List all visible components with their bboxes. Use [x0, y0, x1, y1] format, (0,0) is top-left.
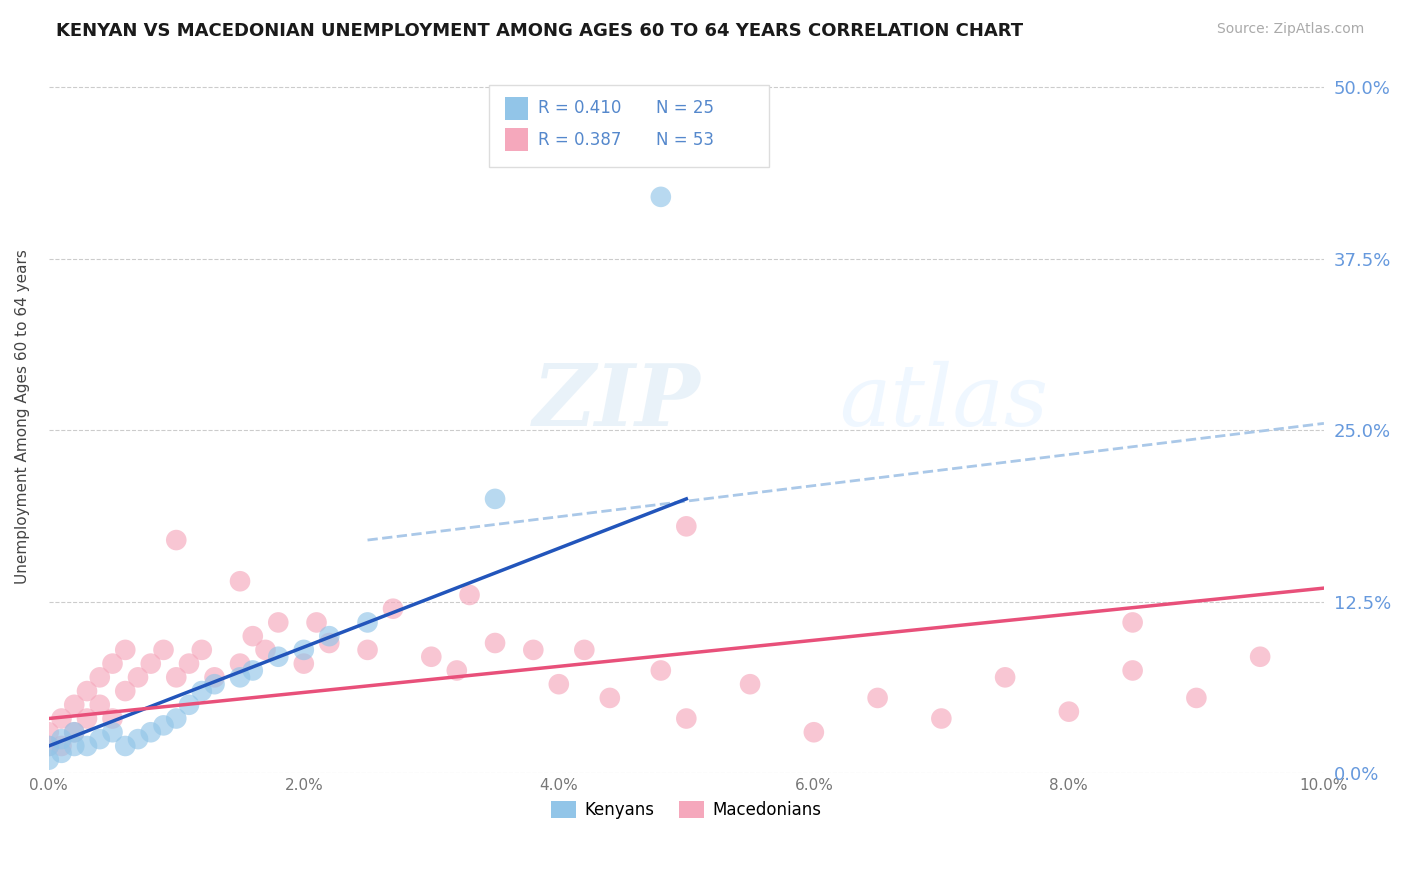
Point	[292, 657, 315, 671]
Point	[89, 670, 111, 684]
Point	[204, 670, 226, 684]
Legend: Kenyans, Macedonians: Kenyans, Macedonians	[544, 794, 828, 826]
Point	[1249, 649, 1271, 664]
Point	[599, 690, 621, 705]
Text: ZIP: ZIP	[533, 360, 702, 444]
Point	[229, 574, 252, 589]
Point	[1185, 690, 1208, 705]
Text: KENYAN VS MACEDONIAN UNEMPLOYMENT AMONG AGES 60 TO 64 YEARS CORRELATION CHART: KENYAN VS MACEDONIAN UNEMPLOYMENT AMONG …	[56, 22, 1024, 40]
Point	[994, 670, 1017, 684]
Point	[127, 732, 149, 747]
Point	[1122, 664, 1144, 678]
Point	[191, 643, 214, 657]
Point	[574, 643, 596, 657]
Point	[484, 636, 506, 650]
Point	[292, 643, 315, 657]
Point	[267, 649, 290, 664]
Point	[1122, 615, 1144, 630]
Point	[38, 753, 60, 767]
Point	[89, 698, 111, 712]
Point	[76, 739, 98, 753]
Y-axis label: Unemployment Among Ages 60 to 64 years: Unemployment Among Ages 60 to 64 years	[15, 249, 30, 584]
Text: N = 25: N = 25	[655, 99, 714, 117]
Point	[114, 739, 136, 753]
Point	[38, 725, 60, 739]
Bar	[505, 128, 529, 151]
Point	[152, 718, 174, 732]
Point	[242, 664, 264, 678]
Point	[89, 732, 111, 747]
Point	[63, 725, 86, 739]
Point	[114, 684, 136, 698]
FancyBboxPatch shape	[489, 85, 769, 167]
Point	[803, 725, 825, 739]
Point	[305, 615, 328, 630]
Text: R = 0.387: R = 0.387	[538, 130, 621, 149]
Point	[63, 698, 86, 712]
Point	[267, 615, 290, 630]
Point	[76, 684, 98, 698]
Point	[356, 643, 378, 657]
Point	[650, 664, 672, 678]
Point	[675, 519, 697, 533]
Point	[177, 698, 200, 712]
Point	[38, 739, 60, 753]
Point	[101, 725, 124, 739]
Text: Source: ZipAtlas.com: Source: ZipAtlas.com	[1216, 22, 1364, 37]
Point	[51, 746, 73, 760]
Point	[165, 533, 187, 547]
Point	[254, 643, 277, 657]
Point	[51, 739, 73, 753]
Point	[139, 657, 162, 671]
Point	[318, 629, 340, 643]
Point	[866, 690, 889, 705]
Point	[229, 670, 252, 684]
Point	[152, 643, 174, 657]
Point	[1057, 705, 1080, 719]
Point	[63, 725, 86, 739]
Point	[101, 712, 124, 726]
Point	[356, 615, 378, 630]
Point	[38, 739, 60, 753]
Point	[522, 643, 544, 657]
Point	[931, 712, 953, 726]
Point	[229, 657, 252, 671]
Point	[547, 677, 569, 691]
Point	[114, 643, 136, 657]
Point	[63, 739, 86, 753]
Point	[51, 732, 73, 747]
Point	[204, 677, 226, 691]
Point	[165, 712, 187, 726]
Bar	[505, 96, 529, 120]
Point	[177, 657, 200, 671]
Point	[318, 636, 340, 650]
Point	[420, 649, 443, 664]
Point	[51, 712, 73, 726]
Point	[458, 588, 481, 602]
Point	[242, 629, 264, 643]
Point	[484, 491, 506, 506]
Point	[382, 601, 405, 615]
Point	[650, 190, 672, 204]
Point	[675, 712, 697, 726]
Point	[101, 657, 124, 671]
Text: atlas: atlas	[839, 361, 1049, 443]
Point	[139, 725, 162, 739]
Point	[738, 677, 761, 691]
Text: R = 0.410: R = 0.410	[538, 99, 621, 117]
Point	[127, 670, 149, 684]
Text: N = 53: N = 53	[655, 130, 714, 149]
Point	[446, 664, 468, 678]
Point	[165, 670, 187, 684]
Point	[76, 712, 98, 726]
Point	[191, 684, 214, 698]
